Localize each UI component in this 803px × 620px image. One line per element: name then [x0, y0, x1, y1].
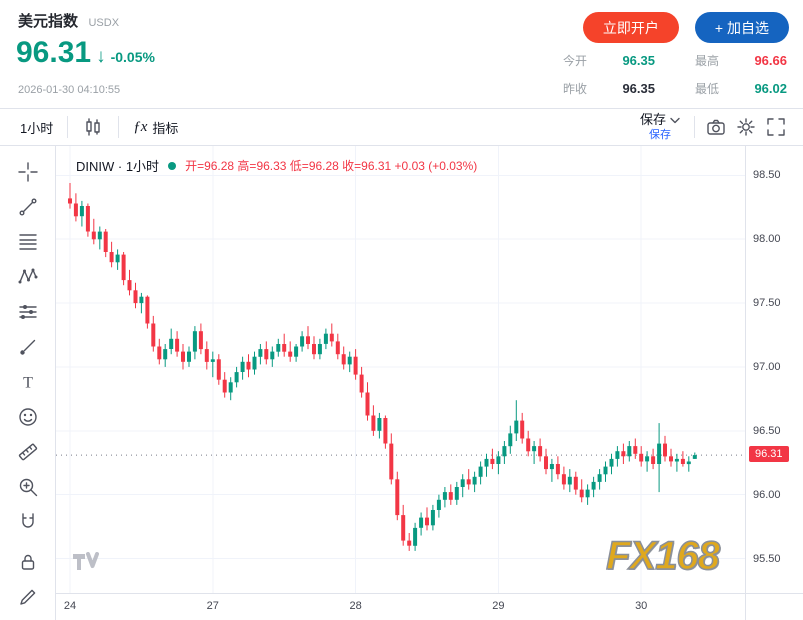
magnet-icon — [21, 512, 34, 528]
tradingview-logo[interactable] — [72, 552, 100, 577]
position-tool-icon — [18, 304, 37, 319]
emoji-icon — [18, 407, 37, 426]
legend-symbol: DINIW · 1小时 — [76, 159, 160, 174]
time-axis-label: 29 — [492, 600, 505, 612]
quote-header: 美元指数 USDX 96.31 ↓ -0.05% 2026-01-30 04:1… — [0, 0, 803, 108]
tool-brush[interactable] — [10, 329, 46, 364]
time-axis-label: 27 — [206, 600, 219, 612]
toolbar-divider — [694, 116, 695, 138]
tool-magnet[interactable] — [10, 504, 46, 539]
candlestick-chart[interactable] — [56, 146, 745, 593]
tool-crosshair[interactable] — [10, 154, 46, 189]
open-account-button[interactable]: 立即开户 — [582, 12, 679, 43]
toolbar-divider — [118, 116, 120, 138]
price-axis-label: 96.50 — [753, 424, 781, 437]
stat-prev-close: 昨收 96.35 — [563, 81, 655, 96]
tool-zoom-in[interactable] — [10, 469, 46, 504]
fx-icon: ƒx — [133, 118, 148, 135]
tool-text[interactable]: T — [10, 364, 46, 399]
chart-region: T — [0, 146, 803, 620]
chart-toolbar: 1小时 ƒx 指标 保存 保存 — [0, 108, 803, 146]
tool-xabcd-pattern[interactable] — [10, 259, 46, 294]
fx168-watermark: FX168 — [605, 533, 720, 579]
interval-button[interactable]: 1小时 — [12, 114, 61, 141]
stat-today-open: 今开 96.35 — [563, 53, 655, 68]
quote-timestamp: 2026-01-30 04:10:55 — [18, 84, 121, 96]
chart-legend: DINIW · 1小时 开=96.28 高=96.33 低=96.28 收=96… — [76, 156, 477, 175]
drawing-tools-sidebar: T — [0, 146, 56, 620]
price-row: 96.31 ↓ -0.05% — [16, 36, 155, 70]
measure-icon — [18, 443, 37, 460]
price-axis-label: 97.00 — [753, 360, 781, 373]
page-title: 美元指数 — [18, 13, 79, 30]
fullscreen-icon — [767, 118, 785, 136]
tool-fib-retracement[interactable] — [10, 224, 46, 259]
stat-high: 最高 96.66 — [695, 53, 787, 68]
brush-icon — [19, 339, 35, 355]
add-watchlist-button[interactable]: + 加自选 — [694, 12, 789, 43]
current-price-tag: 96.31 — [749, 446, 789, 463]
price-axis-label: 98.50 — [753, 169, 781, 182]
time-axis[interactable]: 24 27 28 29 30 — [56, 593, 745, 620]
header-buttons: 立即开户 + 加自选 — [582, 12, 789, 43]
tool-edit[interactable] — [10, 579, 46, 614]
xabcd-pattern-icon — [18, 268, 37, 283]
fullscreen-button[interactable] — [761, 112, 791, 142]
price-axis-label: 96.00 — [753, 488, 781, 501]
tool-measure[interactable] — [10, 434, 46, 469]
market-status-icon — [168, 161, 177, 170]
time-axis-label: 28 — [349, 600, 362, 612]
time-axis-label: 30 — [635, 600, 648, 612]
price-axis[interactable]: 96.31 98.50 98.00 97.50 97.00 96.50 96.00 95.5… — [745, 146, 803, 593]
price-axis-label: 95.50 — [753, 552, 781, 565]
stat-low: 最低 96.02 — [695, 81, 787, 96]
candlestick-icon — [86, 118, 100, 136]
tool-trend-line[interactable] — [10, 189, 46, 224]
axis-corner — [745, 593, 803, 620]
tool-position[interactable] — [10, 294, 46, 329]
down-arrow-icon: ↓ — [96, 46, 106, 67]
crosshair-icon — [17, 161, 38, 182]
time-axis-label: 24 — [63, 600, 77, 612]
legend-ohlc: 开=96.28 高=96.33 低=96.28 收=96.31 +0.03 (+… — [185, 159, 478, 173]
fib-retracement-icon — [18, 233, 37, 250]
last-price: 96.31 — [16, 36, 92, 69]
chart-style-button[interactable] — [74, 112, 112, 142]
change-percent: -0.05% — [110, 49, 155, 65]
snapshot-button[interactable] — [701, 112, 731, 142]
tool-lock[interactable] — [10, 544, 46, 579]
settings-button[interactable] — [731, 112, 761, 142]
title-row: 美元指数 USDX — [18, 10, 119, 31]
price-axis-label: 98.00 — [753, 233, 781, 246]
chevron-down-icon — [670, 117, 680, 124]
indicators-button[interactable]: ƒx 指标 — [125, 114, 186, 141]
chart-pane[interactable]: DINIW · 1小时 开=96.28 高=96.33 低=96.28 收=96… — [56, 146, 745, 593]
save-menu[interactable]: 保存 保存 — [632, 112, 688, 141]
symbol-code: USDX — [88, 17, 120, 29]
lock-icon — [21, 554, 34, 570]
zoom-in-icon — [19, 478, 37, 496]
toolbar-divider — [67, 116, 69, 138]
text-tool-icon: T — [23, 374, 33, 391]
save-link[interactable]: 保存 — [648, 128, 671, 141]
svg-text:T: T — [23, 374, 33, 391]
quote-stats: 今开 96.35 最高 96.66 昨收 96.35 最低 96.02 — [563, 52, 787, 97]
edit-pencil-icon — [19, 589, 35, 605]
tool-emoji[interactable] — [10, 399, 46, 434]
camera-icon — [707, 119, 725, 135]
price-axis-label: 97.50 — [753, 297, 781, 310]
trend-line-icon — [19, 198, 36, 215]
gear-icon — [737, 118, 755, 136]
